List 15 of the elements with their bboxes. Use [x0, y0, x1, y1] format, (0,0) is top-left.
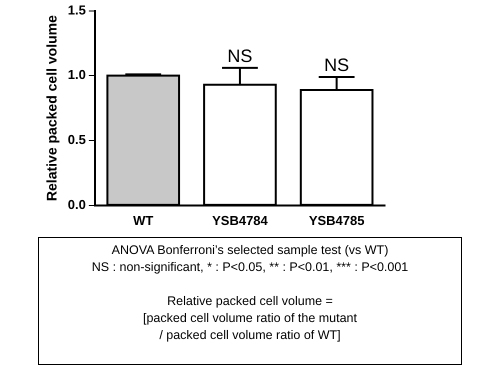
y-axis-title: Relative packed cell volume [43, 14, 60, 202]
y-tick-label: 0.5 [68, 132, 86, 148]
y-tick-label: 1.0 [68, 67, 86, 82]
x-tick-label: WT [133, 212, 154, 228]
y-tick-label: 1.5 [68, 2, 86, 18]
annotation: NS [227, 46, 252, 66]
x-tick-label: YSB4785 [308, 212, 364, 228]
text: / packed cell volume ratio of WT] [158, 327, 342, 344]
text: ANOVA Bonferroni’s selected sample test (vs WT) [110, 242, 390, 259]
y-tick-label: 0.0 [68, 196, 86, 212]
text: NS : non-significant, * : P<0.05, ** : P<0.01, *** : P<0.001 [90, 259, 410, 276]
x-tick-label: YSB4784 [212, 212, 269, 228]
text: [packed cell volume ratio of the mutant [142, 310, 358, 327]
text: Relative packed cell volume = [166, 293, 334, 310]
annotation: NS [324, 54, 350, 75]
